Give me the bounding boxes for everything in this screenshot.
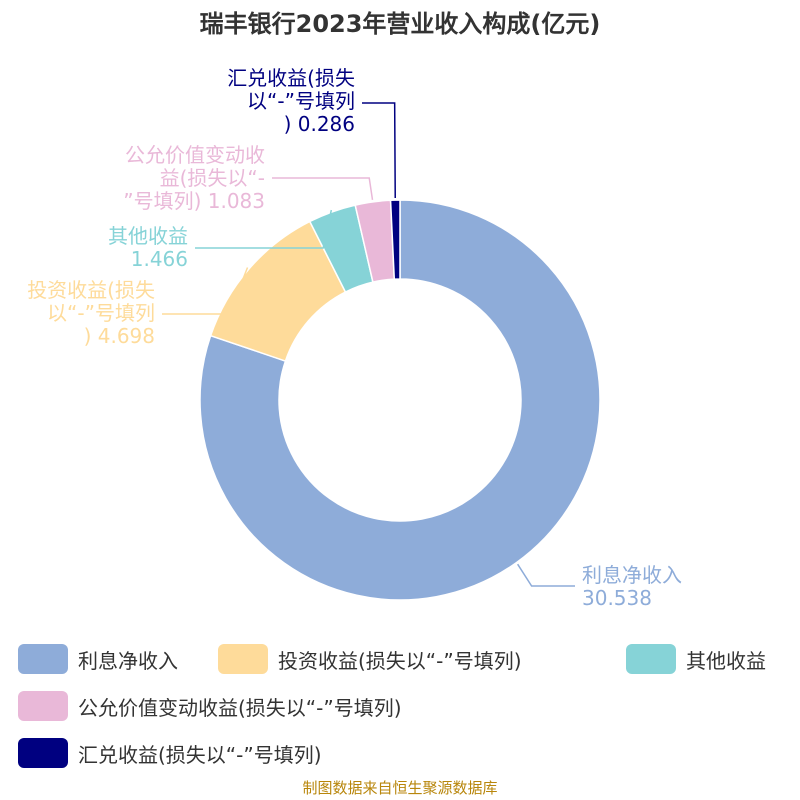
slice-data-label-line: 益(损失以“- — [160, 166, 265, 190]
slice-data-label-line: 利息净收入 — [582, 563, 682, 587]
legend-swatch — [218, 644, 268, 674]
legend-label: 其他收益 — [686, 648, 766, 673]
slice-data-label-line: 投资收益(损失 — [27, 278, 155, 302]
donut-slice[interactable] — [199, 199, 601, 601]
slice-data-label-line: 1.466 — [131, 247, 188, 271]
legend-label: 投资收益(损失以“-”号填列) — [278, 648, 522, 673]
chart-title: 瑞丰银行2023年营业收入构成(亿元) — [199, 10, 601, 38]
label-leader-line — [162, 267, 249, 315]
legend-swatch — [18, 738, 68, 768]
legend-item-net-interest-income[interactable]: 利息净收入 — [18, 644, 178, 674]
slice-data-label-line: 公允价值变动收 — [125, 143, 265, 167]
slice-data-label: 利息净收入 30.538 — [582, 563, 682, 610]
legend-item-exchange-gain[interactable]: 汇兑收益(损失以“-”号填列) — [18, 738, 322, 768]
slice-data-label-line: 以“-”号填列 — [247, 89, 355, 113]
legend-item-fair-value-change[interactable]: 公允价值变动收益(损失以“-”号填列) — [18, 691, 402, 721]
slice-data-label-line: 其他收益 — [108, 224, 188, 248]
slice-data-label-line: ) 0.286 — [284, 112, 355, 136]
legend-swatch — [626, 644, 676, 674]
slice-data-label: 公允价值变动收益(损失以“-”号填列) 1.083 — [123, 143, 265, 213]
label-leader-line — [195, 209, 333, 249]
data-source-note: 制图数据来自恒生聚源数据库 — [302, 779, 498, 797]
legend-label: 公允价值变动收益(损失以“-”号填列) — [78, 695, 402, 720]
slice-data-label-line: 30.538 — [582, 586, 652, 610]
donut-slice[interactable] — [389, 199, 401, 280]
slice-data-label: 投资收益(损失以“-”号填列) 4.698 — [27, 278, 155, 348]
slice-data-label: 汇兑收益(损失以“-”号填列) 0.286 — [227, 66, 355, 136]
legend-swatch — [18, 644, 68, 674]
slice-data-label-line: ) 4.698 — [84, 324, 155, 348]
legend-item-investment-income[interactable]: 投资收益(损失以“-”号填列) — [218, 644, 522, 674]
slice-data-label-line: 汇兑收益(损失 — [227, 66, 355, 90]
legend-item-other-income[interactable]: 其他收益 — [626, 644, 766, 674]
legend-label: 利息净收入 — [78, 648, 178, 673]
label-leader-line — [362, 102, 396, 199]
slice-data-label-line: ”号填列) 1.083 — [123, 189, 265, 213]
slice-data-label: 其他收益 1.466 — [108, 224, 188, 271]
slice-data-label-line: 以“-”号填列 — [47, 301, 155, 325]
label-leader-line — [517, 563, 575, 587]
legend-label: 汇兑收益(损失以“-”号填列) — [78, 742, 322, 767]
legend-swatch — [18, 691, 68, 721]
label-leader-line — [272, 177, 374, 200]
